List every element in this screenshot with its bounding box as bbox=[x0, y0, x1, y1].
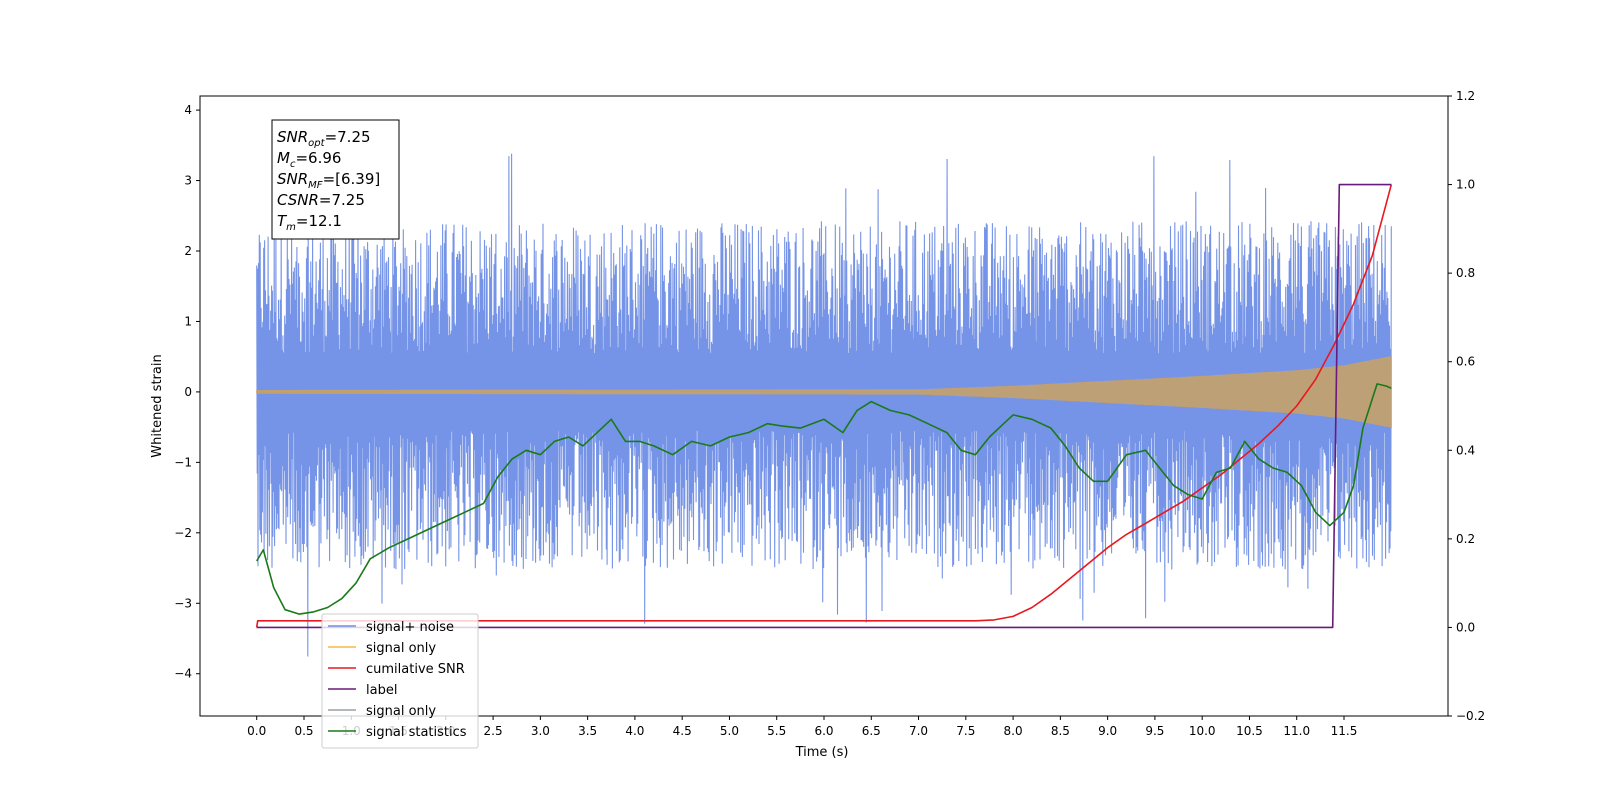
legend-label: signal+ noise bbox=[366, 620, 454, 635]
plot-area bbox=[255, 153, 1393, 657]
y-right-tick-label: 0.0 bbox=[1456, 620, 1475, 634]
y-right-tick-label: 0.4 bbox=[1456, 443, 1475, 457]
x-tick-label: 3.0 bbox=[531, 724, 550, 738]
annotation-line: Mc=6.96 bbox=[277, 149, 341, 170]
y-axis-label: Whitened strain bbox=[150, 354, 165, 457]
y-left-tick-label: −2 bbox=[174, 526, 192, 540]
y-left-tick-label: −3 bbox=[174, 596, 192, 610]
annotation-subscript: m bbox=[286, 222, 296, 233]
annotation-symbol: SNR bbox=[277, 170, 308, 188]
x-tick-label: 4.5 bbox=[673, 724, 692, 738]
y-left-tick-label: 1 bbox=[184, 314, 192, 328]
legend-label: cumilative SNR bbox=[366, 662, 465, 677]
annotation-box: SNRopt=7.25Mc=6.96SNRMF=[6.39]CSNR=7.25T… bbox=[271, 119, 400, 240]
x-tick-label: 10.5 bbox=[1236, 724, 1263, 738]
annotation-subscript: c bbox=[290, 159, 296, 170]
x-axis-label: Time (s) bbox=[795, 745, 849, 760]
y-left-tick-label: −1 bbox=[174, 455, 192, 469]
annotation-value: =7.25 bbox=[325, 128, 371, 146]
legend-label: signal only bbox=[366, 641, 436, 656]
x-tick-label: 0.0 bbox=[247, 724, 266, 738]
x-tick-label: 11.0 bbox=[1283, 724, 1310, 738]
x-tick-label: 10.0 bbox=[1189, 724, 1216, 738]
series-signal-noise bbox=[256, 153, 1392, 657]
x-tick-label: 4.0 bbox=[625, 724, 644, 738]
y-left-tick-label: 0 bbox=[184, 385, 192, 399]
x-tick-label: 5.0 bbox=[720, 724, 739, 738]
x-tick-label: 11.5 bbox=[1331, 724, 1358, 738]
x-tick-label: 7.0 bbox=[909, 724, 928, 738]
x-tick-label: 9.5 bbox=[1145, 724, 1164, 738]
y-left-tick-label: 2 bbox=[184, 244, 192, 258]
x-tick-label: 7.5 bbox=[956, 724, 975, 738]
x-tick-label: 8.0 bbox=[1004, 724, 1023, 738]
series-label bbox=[256, 183, 1392, 629]
y-left-tick-label: 4 bbox=[184, 103, 192, 117]
legend: signal+ noise signal only cumilative SNR la… bbox=[321, 613, 479, 749]
annotation-line: SNRopt=7.25 bbox=[277, 128, 371, 149]
annotation-value: =12.1 bbox=[296, 212, 342, 230]
y-right-tick-label: 0.8 bbox=[1456, 266, 1475, 280]
annotation-symbol: CSNR bbox=[277, 191, 319, 209]
series-signal-statistics bbox=[256, 383, 1392, 615]
y-right-tick-label: −0.2 bbox=[1456, 709, 1485, 723]
y-left-tick-label: −4 bbox=[174, 667, 192, 681]
x-tick-label: 0.5 bbox=[294, 724, 313, 738]
y-right-tick-label: 0.6 bbox=[1456, 355, 1475, 369]
series-layer bbox=[255, 153, 1393, 657]
y-axis-left: 4 3 2 1 0 −1 −2 −3 −4 bbox=[174, 103, 200, 681]
legend-label: signal only bbox=[366, 704, 436, 719]
x-tick-label: 6.0 bbox=[814, 724, 833, 738]
x-tick-label: 8.5 bbox=[1051, 724, 1070, 738]
legend-frame bbox=[321, 613, 479, 749]
annotation-value: =[6.39] bbox=[323, 170, 381, 188]
annotation-line: SNRMF=[6.39] bbox=[277, 170, 380, 191]
y-right-tick-label: 0.2 bbox=[1456, 532, 1475, 546]
annotation-symbol: M bbox=[277, 149, 290, 167]
x-tick-label: 3.5 bbox=[578, 724, 597, 738]
legend-label: label bbox=[366, 683, 397, 698]
x-tick-label: 2.5 bbox=[484, 724, 503, 738]
legend-label: signal statistics bbox=[366, 725, 467, 740]
y-axis-right: 1.2 1.0 0.8 0.6 0.4 0.2 0.0 −0.2 bbox=[1448, 89, 1485, 723]
annotation-value: =7.25 bbox=[319, 191, 365, 209]
annotation-subscript: opt bbox=[308, 138, 325, 149]
y-right-tick-label: 1.2 bbox=[1456, 89, 1475, 103]
y-left-tick-label: 3 bbox=[184, 174, 192, 188]
annotation-symbol: T bbox=[277, 212, 288, 230]
y-right-tick-label: 1.0 bbox=[1456, 178, 1475, 192]
annotation-symbol: SNR bbox=[277, 128, 308, 146]
x-tick-label: 5.5 bbox=[767, 724, 786, 738]
annotation-frame bbox=[271, 119, 400, 240]
annotation-subscript: MF bbox=[308, 180, 323, 191]
x-tick-label: 6.5 bbox=[862, 724, 881, 738]
annotation-line: CSNR=7.25 bbox=[277, 191, 365, 209]
annotation-value: =6.96 bbox=[295, 149, 341, 167]
x-tick-label: 9.0 bbox=[1098, 724, 1117, 738]
annotation-line: Tm=12.1 bbox=[277, 212, 342, 233]
series-signal-only bbox=[256, 356, 1392, 428]
series-cumilative-snr bbox=[255, 184, 1393, 628]
